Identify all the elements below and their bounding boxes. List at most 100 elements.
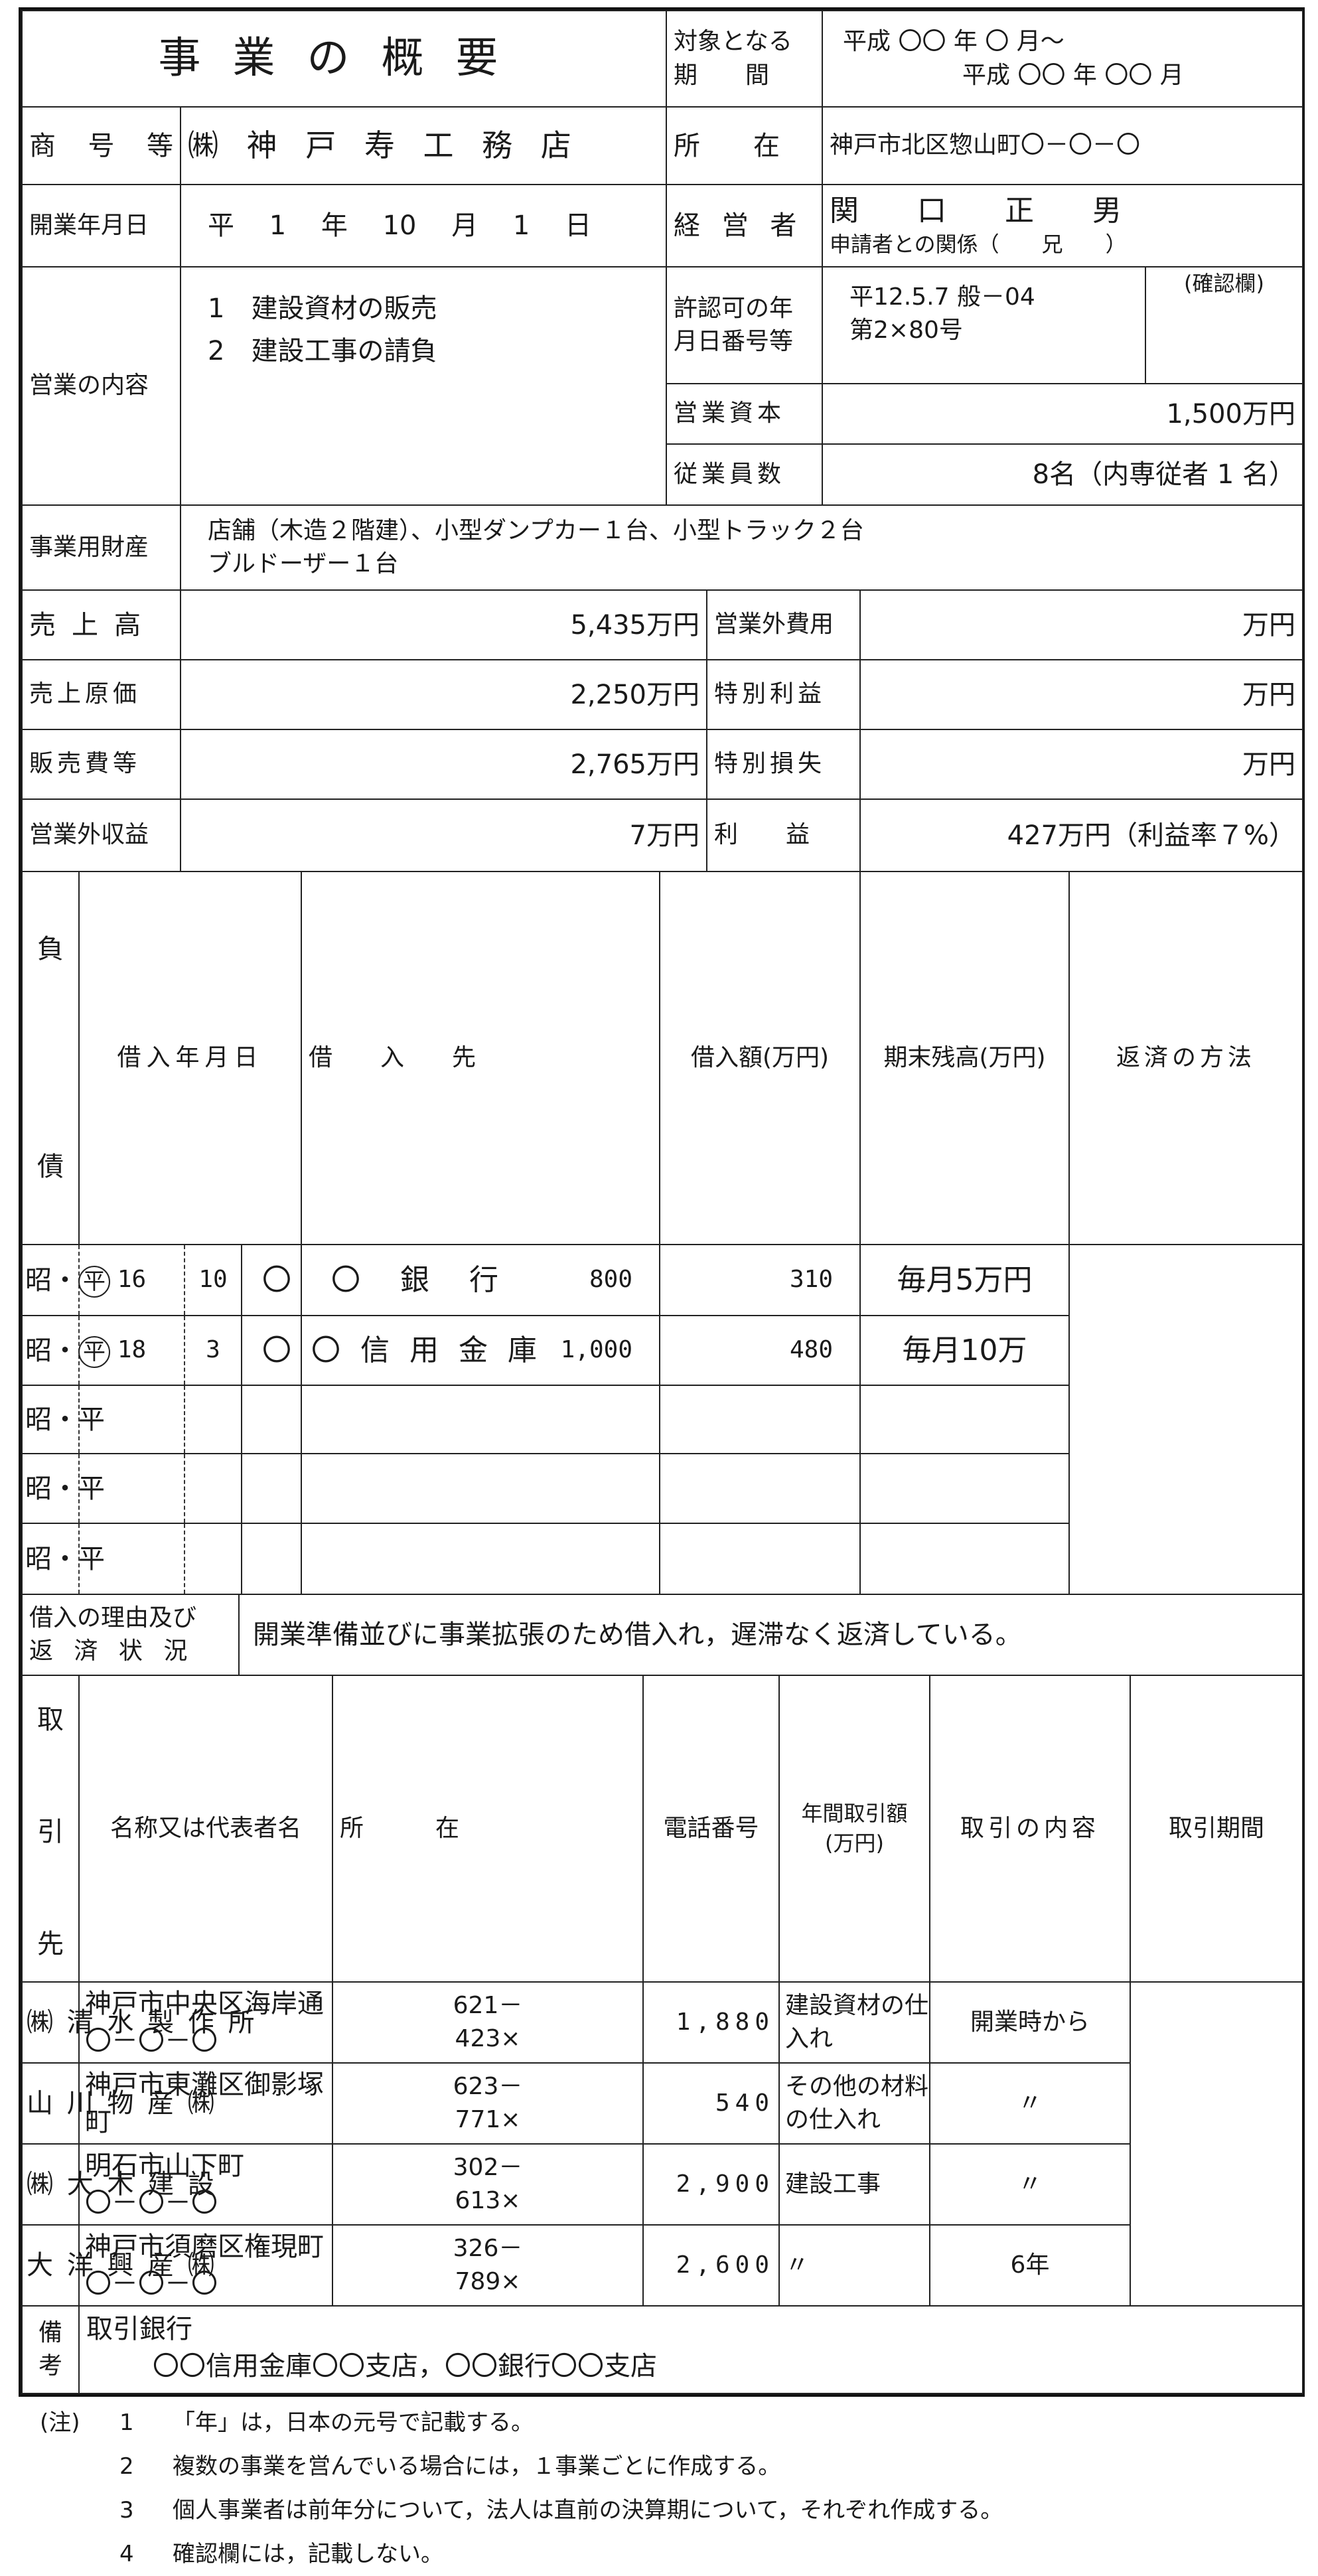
partner-phone-line: 423× [455,2025,521,2052]
note-item: 4 確認欄には，記載しない。 [40,2532,1305,2576]
period-label-line: 期 間 [674,61,770,89]
note-number: 1 [119,2409,134,2436]
business-item: 1 建設資材の販売 [208,293,437,324]
loan-row: 昭・平 [21,1453,1303,1524]
era-heisei: 平 [78,1265,110,1298]
loan-balance [659,1523,861,1595]
assets-line: ブルドーザー１台 [208,550,399,577]
confirm-label: (確認欄) [1184,271,1264,296]
loan-row: 昭・平 18 3 〇 〇 信 用 金 庫 1,000 480 毎月10万 [21,1315,1303,1386]
partners-header-row: 取 引 先 名称又は代表者名 所 在 電話番号 年間取引額 (万円) 取引の内容… [21,1675,1303,1983]
assets-label: 事業用財産 [21,504,181,591]
notes-prefix: (注) [40,2409,80,2436]
column-header: 取引期間 [1130,1675,1303,1983]
partner-address-line: 神戸市須磨区権現町 [85,2232,324,2262]
partner-name: 大 洋 興 産 ㈱ [21,2224,214,2307]
financial-label: 販売費等 [21,729,181,800]
loan-lender: 〇 〇 信 用 金 庫 [241,1315,537,1386]
remarks-value: 取引銀行 〇〇信用金庫〇〇支店，〇〇銀行〇〇支店 [78,2305,1303,2394]
company-name: ㈱ 神 戸 寿 工 務 店 [180,106,667,185]
employees-label: 従業員数 [666,443,823,506]
period-label: 対象となる 期 間 [666,10,823,108]
financial-label: 営業外費用 [706,589,861,660]
page-title: 事業の概要 [21,10,667,108]
partner-content-line: 入れ [785,2025,834,2052]
remarks-line: 〇〇信用金庫〇〇支店，〇〇銀行〇〇支店 [153,2351,657,2382]
loan-year [78,1453,185,1524]
partner-row: 山 川 物 産 ㈱神戸市東灘区御影塚町 623－ 771× 540 その他の材料 の仕入れ… [21,2062,1303,2145]
partner-content: 建設資材の仕 入れ [778,1981,930,2064]
loan-reason-label: 借入の理由及び 返 済 状 況 [21,1594,240,1676]
page-wrapper: 事業の概要 対象となる 期 間 平成 〇〇 年 〇 月～ 平成 〇〇 年 〇〇 … [19,7,1305,2576]
partner-name: ㈱ 大 木 建 設 [21,2143,214,2226]
loan-era: 昭・平 [21,1315,110,1386]
license-label-line: 月日番号等 [674,328,794,355]
remarks-label-char: 備 [38,2318,62,2346]
loan-month [184,1385,242,1454]
partner-phone-line: 302－ [453,2153,523,2181]
manager-value: 関 口 正 男 申請者との関係（ 兄 ） [822,184,1303,267]
loan-amount [301,1523,660,1595]
financial-value: 5,435万円 [180,589,707,660]
capital-label: 営業資本 [666,383,823,445]
loan-balance: 310 [659,1244,861,1316]
capital-value: 1,500万円 [822,383,1303,445]
opening-date: 平 1 年 10 月 1 日 [180,184,667,267]
partner-phone-line: 613× [455,2187,521,2214]
remarks-label: 備 考 [21,2305,80,2394]
era-separator: ・ [52,1404,78,1435]
era-separator: ・ [52,1264,78,1296]
era-showa: 昭 [25,1473,52,1504]
era-separator: ・ [52,1473,78,1504]
license-label-line: 許認可の年 [674,294,794,322]
loan-reason-text: 開業準備並びに事業拡張のため借入れ，遅滞なく返済している。 [238,1594,1303,1676]
partner-annual-amount: 2,900 [642,2143,780,2226]
era-separator: ・ [52,1335,78,1366]
financial-value: 2,765万円 [180,729,707,800]
period-value: 平成 〇〇 年 〇 月～ 平成 〇〇 年 〇〇 月 [822,10,1303,108]
partner-period: 〃 [929,2062,1131,2145]
partner-phone-line: 789× [455,2268,521,2295]
partner-content-line: その他の材料 [785,2072,929,2100]
financial-label: 利 益 [706,798,861,872]
remarks-label-char: 考 [38,2352,62,2380]
loan-era: 昭・平 [21,1385,105,1454]
column-header: 借入年月日 [78,871,302,1245]
partner-annual-amount: 540 [642,2062,780,2145]
partner-period: 開業時から [929,1981,1131,2064]
loan-era: 昭・平 [21,1453,105,1524]
partner-period: 〃 [929,2143,1131,2226]
partner-content-line: 〃 [785,2251,810,2279]
note-number: 4 [119,2541,134,2567]
financial-label: 特別利益 [706,659,861,730]
notes: (注) 1 「年」は，日本の元号で記載する。 2 複数の事業を営んでいる場合には，１事… [19,2397,1305,2576]
partner-phone-line: 621－ [453,1991,523,2019]
partner-content: 建設工事 [778,2143,930,2226]
column-header: 名称又は代表者名 [78,1675,333,1983]
loan-lender: 〇 〇 銀 行 [241,1244,498,1316]
confirm-field: (確認欄) [1145,266,1303,384]
financial-label: 営業外収益 [21,798,181,872]
partner-address-line: 〇－〇－〇 [85,2026,218,2056]
era-heisei: 平 [78,1543,105,1574]
financial-value: 万円 [859,659,1304,730]
era-heisei: 平 [78,1404,105,1435]
note-item: 3 個人事業者は前年分について，法人は直前の決算期について，それぞれ作成する。 [40,2488,1305,2532]
period-to: 平成 〇〇 年 〇〇 月 [962,61,1184,89]
partner-row: 大 洋 興 産 ㈱神戸市須磨区権現町 〇－〇－〇 326－ 789× 2,600 〃 6年 [21,2224,1303,2307]
liabilities-side-label: 負 債 [21,871,80,1245]
note-number: 2 [119,2453,134,2480]
partner-address-line: 明石市山下町 [85,2151,244,2181]
loan-row: 昭・平 16 10 〇 〇 銀 行 800 310 毎月5万円 [21,1244,1303,1316]
manager-name: 関 口 正 男 [830,194,1122,228]
loan-amount: 1,000 [301,1315,660,1386]
partner-name: ㈱ 清 水 製 作 所 [21,1981,255,2064]
column-header: 取引の内容 [929,1675,1131,1983]
loan-balance: 480 [659,1315,861,1386]
loan-reason-label-line: 借入の理由及び [29,1604,197,1631]
financial-row: 売上高 5,435万円 営業外費用 万円 [21,589,1304,660]
note-text: 「年」は，日本の元号で記載する。 [173,2409,534,2436]
financial-label: 特別損失 [706,729,861,800]
financials-section: 事業用財産 店舗（木造２階建）、小型ダンプカー１台、小型トラック２台 ブルドーザ… [21,504,1304,872]
loan-amount: 800 [301,1244,660,1316]
